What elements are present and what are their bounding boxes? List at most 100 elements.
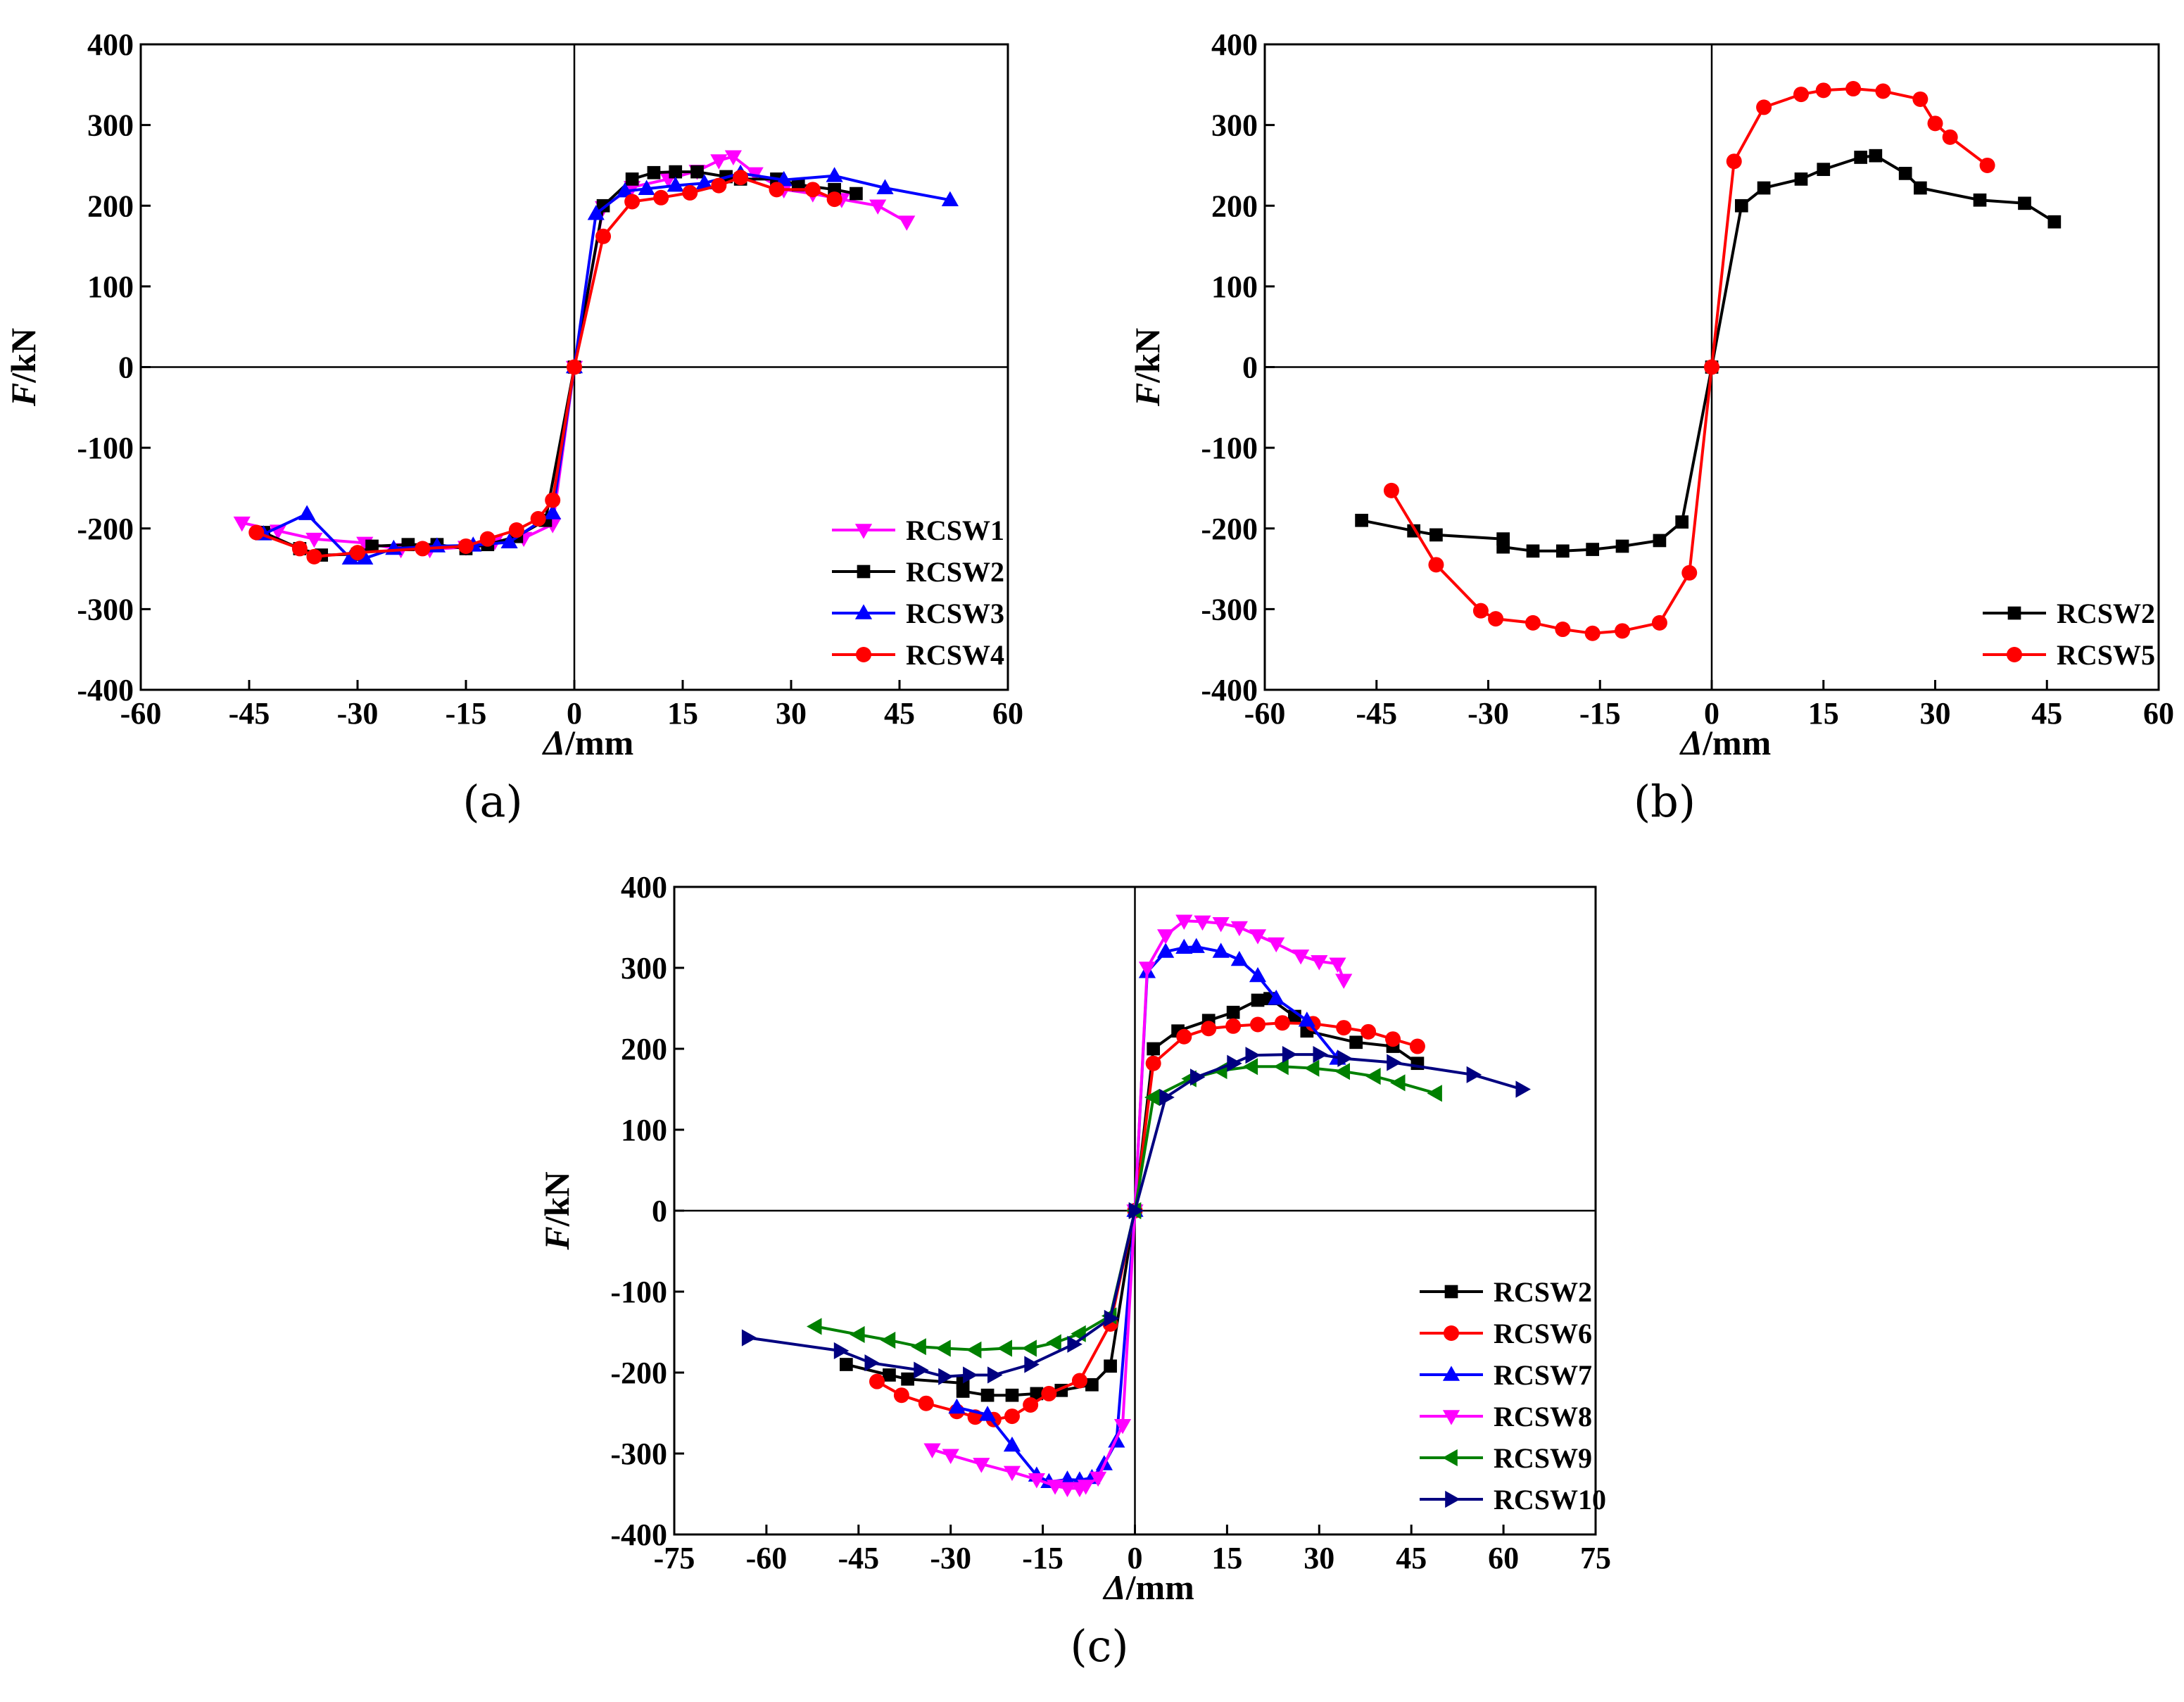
data-point xyxy=(1675,515,1689,529)
data-point xyxy=(479,531,495,547)
data-point xyxy=(1268,990,1285,1005)
legend-marker xyxy=(1445,1490,1460,1508)
y-tick-label: -300 xyxy=(77,592,134,626)
series-RCSW4 xyxy=(248,170,842,565)
data-point xyxy=(1147,1042,1161,1056)
data-point xyxy=(1793,87,1809,103)
series-RCSW10 xyxy=(741,1045,1531,1385)
data-point xyxy=(356,549,374,565)
legend-marker xyxy=(854,524,873,539)
data-point xyxy=(1756,99,1772,115)
data-point xyxy=(807,1318,822,1335)
y-tick-label: -400 xyxy=(1201,673,1258,707)
x-axis-label-unit: /mm xyxy=(564,723,633,762)
data-point xyxy=(1268,937,1285,953)
data-point xyxy=(1104,1309,1120,1328)
data-point xyxy=(298,505,316,520)
legend-marker xyxy=(857,565,871,579)
x-axis-label: Δ/mm xyxy=(1679,723,1772,762)
panel-caption: (a) xyxy=(462,776,522,827)
data-point xyxy=(1496,540,1510,554)
legend-marker xyxy=(1444,1285,1458,1299)
panel-caption: (c) xyxy=(1070,1620,1128,1672)
data-point xyxy=(1390,1074,1406,1092)
data-point xyxy=(791,178,805,191)
data-point xyxy=(1157,943,1175,958)
data-point xyxy=(1176,1028,1192,1045)
data-point xyxy=(1077,1480,1094,1495)
data-point xyxy=(1242,1058,1258,1076)
legend-marker xyxy=(1442,1449,1458,1467)
series-RCSW8 xyxy=(923,914,1353,1498)
data-point xyxy=(1298,1011,1315,1027)
y-tick-label: 0 xyxy=(118,351,134,385)
data-point xyxy=(724,150,742,165)
data-point xyxy=(567,359,582,375)
panel-caption: (b) xyxy=(1634,776,1696,827)
data-point xyxy=(1429,528,1443,542)
legend-label: RCSW5 xyxy=(2057,639,2155,671)
data-point xyxy=(1681,565,1698,581)
y-tick-label: 400 xyxy=(87,27,134,62)
data-point xyxy=(876,179,894,194)
x-tick-label: 60 xyxy=(992,696,1023,731)
data-point xyxy=(690,165,704,179)
x-tick-label: 0 xyxy=(567,696,582,731)
data-point xyxy=(1973,193,1987,207)
legend: RCSW2 RCSW5 xyxy=(1983,598,2155,671)
data-point xyxy=(1794,172,1808,186)
x-tick-label: -15 xyxy=(1579,696,1621,731)
data-point xyxy=(948,1398,966,1414)
y-tick-label: 100 xyxy=(87,270,134,304)
data-point xyxy=(1875,83,1891,99)
x-axis-label-symbol: Δ xyxy=(542,723,565,762)
data-point xyxy=(1194,915,1211,931)
data-point xyxy=(616,182,633,198)
data-point xyxy=(1274,1015,1290,1031)
data-point xyxy=(1250,1016,1266,1033)
data-point xyxy=(1023,1397,1039,1413)
x-tick-label: -30 xyxy=(337,696,379,731)
data-point xyxy=(918,1395,934,1411)
legend-label: RCSW3 xyxy=(906,598,1004,629)
y-tick-label: -100 xyxy=(77,431,134,465)
data-point xyxy=(1335,973,1353,989)
data-point xyxy=(1041,1385,1057,1401)
legend: RCSW2 RCSW6 RCSW7 RCSW8 RCSW9 RCSW10 xyxy=(1420,1276,1606,1515)
data-point xyxy=(1189,1069,1206,1086)
data-point xyxy=(291,541,308,557)
series-RCSW3 xyxy=(255,164,959,565)
x-tick-label: 15 xyxy=(667,696,698,731)
data-point xyxy=(1472,603,1489,619)
series-line xyxy=(876,1021,1418,1421)
x-axis-label-symbol: Δ xyxy=(1679,723,1703,762)
y-tick-label: 300 xyxy=(621,951,667,985)
data-point xyxy=(1005,1388,1019,1402)
series-line xyxy=(815,1065,1437,1351)
y-tick-label: -300 xyxy=(610,1437,667,1471)
data-point xyxy=(1157,929,1175,945)
data-point xyxy=(653,189,669,206)
legend-marker xyxy=(854,604,873,619)
data-point xyxy=(1615,623,1630,639)
data-point xyxy=(667,176,684,192)
x-axis-label-symbol: Δ xyxy=(1102,1568,1125,1607)
data-point xyxy=(1927,115,1943,132)
data-point xyxy=(883,1368,896,1382)
data-point xyxy=(941,191,959,207)
data-point xyxy=(1282,1045,1298,1064)
data-point xyxy=(1427,1085,1442,1102)
data-point xyxy=(1854,151,1868,164)
data-point xyxy=(1046,1480,1064,1495)
data-point xyxy=(1046,1334,1061,1351)
data-point xyxy=(248,524,265,541)
y-tick-label: 300 xyxy=(1211,108,1258,143)
data-point xyxy=(625,172,639,186)
data-point xyxy=(1734,198,1748,213)
y-tick-label: 0 xyxy=(1242,351,1258,385)
data-point xyxy=(826,191,842,208)
y-tick-label: 200 xyxy=(621,1032,667,1066)
data-point xyxy=(1251,993,1265,1007)
data-point xyxy=(1021,1339,1037,1357)
x-tick-label: 0 xyxy=(1128,1541,1143,1575)
